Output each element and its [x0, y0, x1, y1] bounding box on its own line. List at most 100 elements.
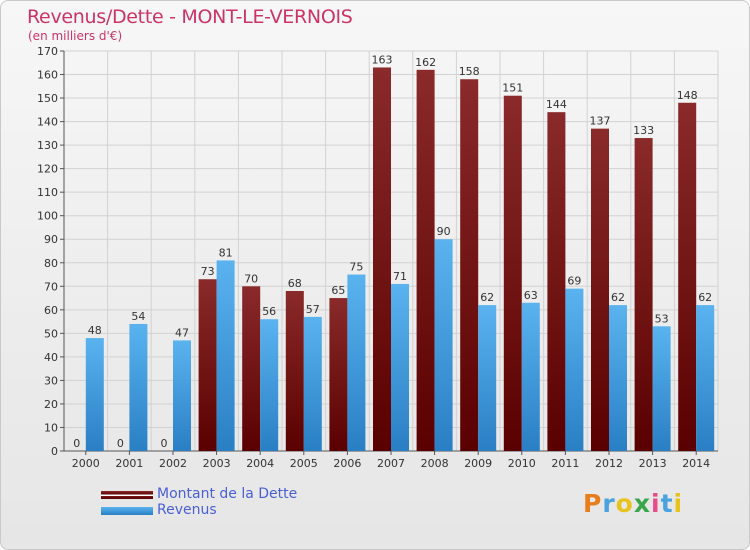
bar-dette-2008: [416, 69, 435, 451]
y-tick-label: 120: [37, 163, 58, 176]
bar-revenus-2011: [565, 288, 584, 451]
data-label-revenus-2011: 69: [567, 275, 581, 288]
axes: 0 10 20 30 40 50 60 70 80 90 100 110 120 130 140 150 160…: [37, 45, 718, 470]
bar-dette-2013: [634, 138, 653, 451]
logo-letter: o: [615, 489, 634, 518]
data-label-dette-2000: 0: [73, 437, 80, 450]
bar-dette-2004: [242, 286, 261, 451]
data-label-dette-2011: 144: [546, 98, 567, 111]
data-label-revenus-2002: 47: [175, 326, 189, 339]
y-tick-label: 140: [37, 116, 58, 129]
data-label-dette-2007: 163: [372, 53, 393, 66]
bar-revenus-2006: [347, 274, 366, 451]
bar-revenus-2008: [434, 239, 453, 451]
x-tick-label: 2001: [115, 457, 143, 470]
x-tick-label: 2014: [682, 457, 710, 470]
bar-dette-2011: [547, 112, 566, 452]
bar-revenus-2014: [696, 305, 715, 451]
x-tick-label: 2002: [159, 457, 187, 470]
x-tick-label: 2009: [464, 457, 492, 470]
logo-letter: r: [602, 489, 616, 518]
x-tick-label: 2008: [421, 457, 449, 470]
data-label-dette-2004: 70: [244, 272, 258, 285]
x-tick-label: 2007: [377, 457, 405, 470]
legend-label-debt: Montant de la Dette: [157, 486, 298, 502]
bar-revenus-2001: [129, 323, 148, 451]
bar-revenus-2004: [260, 319, 279, 451]
data-label-dette-2010: 151: [502, 82, 523, 95]
bar-revenus-2009: [478, 305, 497, 451]
y-tick-label: 40: [44, 351, 58, 364]
logo-letter: i: [651, 489, 661, 518]
bars: [85, 67, 715, 452]
data-label-revenus-2009: 62: [480, 291, 494, 304]
data-label-dette-2013: 133: [633, 124, 654, 137]
x-tick-label: 2012: [595, 457, 623, 470]
x-tick-label: 2005: [290, 457, 318, 470]
bar-revenus-2007: [391, 283, 409, 451]
bar-dette-2007: [373, 67, 391, 452]
data-label-dette-2006: 65: [331, 284, 345, 297]
data-label-dette-2012: 137: [590, 115, 611, 128]
y-tick-label: 110: [37, 186, 58, 199]
data-label-revenus-2014: 62: [698, 291, 712, 304]
y-tick-label: 0: [51, 445, 58, 458]
data-label-dette-2005: 68: [288, 277, 302, 290]
bar-revenus-2010: [521, 302, 540, 451]
x-tick-label: 2011: [551, 457, 579, 470]
y-tick-label: 50: [44, 327, 58, 340]
y-tick-label: 80: [44, 257, 58, 270]
data-label-dette-2014: 148: [677, 89, 698, 102]
y-tick-label: 100: [37, 210, 58, 223]
data-label-revenus-2005: 57: [306, 303, 320, 316]
proxiti-logo: Proxiti: [583, 489, 683, 518]
bar-revenus-2003: [216, 260, 235, 451]
logo-letter: x: [633, 489, 651, 518]
data-label-revenus-2013: 53: [655, 312, 669, 325]
x-tick-label: 2000: [72, 457, 100, 470]
y-tick-label: 10: [44, 421, 58, 434]
y-tick-label: 20: [44, 398, 58, 411]
data-label-revenus-2003: 81: [219, 246, 233, 259]
logo-letter: i: [673, 489, 684, 518]
y-tick-label: 170: [37, 45, 58, 58]
data-label-dette-2002: 0: [161, 437, 168, 450]
bar-dette-2014: [678, 102, 697, 451]
data-label-revenus-2006: 75: [349, 261, 363, 274]
legend-swatch-revenus: [101, 507, 153, 515]
data-label-dette-2001: 0: [117, 437, 124, 450]
bar-dette-2012: [591, 128, 609, 451]
y-tick-label: 130: [37, 139, 58, 152]
data-label-revenus-2010: 63: [524, 289, 538, 302]
bar-revenus-2013: [652, 326, 671, 451]
data-label-revenus-2001: 54: [131, 310, 145, 323]
legend-swatch-debt: [101, 491, 153, 499]
bar-revenus-2002: [173, 340, 191, 451]
bar-revenus-2005: [303, 316, 322, 451]
data-label-revenus-2008: 90: [437, 225, 451, 238]
chart-title: Revenus/Dette - MONT-LE-VERNOIS: [27, 6, 353, 28]
data-label-revenus-2004: 56: [262, 305, 276, 318]
x-tick-label: 2013: [639, 457, 667, 470]
y-tick-label: 60: [44, 304, 58, 317]
bar-revenus-2012: [609, 305, 627, 451]
bar-dette-2003: [198, 279, 217, 451]
bar-dette-2005: [285, 291, 304, 451]
x-tick-label: 2004: [246, 457, 274, 470]
data-label-dette-2009: 158: [459, 65, 480, 78]
bar-dette-2009: [460, 79, 479, 451]
y-tick-label: 160: [37, 69, 58, 82]
chart-subtitle: (en milliers d'€): [28, 29, 123, 43]
bar-revenus-2000: [85, 338, 104, 451]
logo-letter: t: [660, 489, 674, 518]
data-label-dette-2008: 162: [415, 56, 436, 69]
x-tick-label: 2006: [333, 457, 361, 470]
data-label-revenus-2000: 48: [88, 324, 102, 337]
bar-dette-2010: [503, 95, 522, 452]
y-tick-label: 30: [44, 374, 58, 387]
data-label-revenus-2012: 62: [611, 291, 625, 304]
data-labels: 0 48 0 54 0 47 73 81 70 56 68 57 65 75 163 71 162 90 158 62…: [73, 53, 712, 450]
data-label-dette-2003: 73: [201, 265, 215, 278]
x-tick-label: 2010: [508, 457, 536, 470]
